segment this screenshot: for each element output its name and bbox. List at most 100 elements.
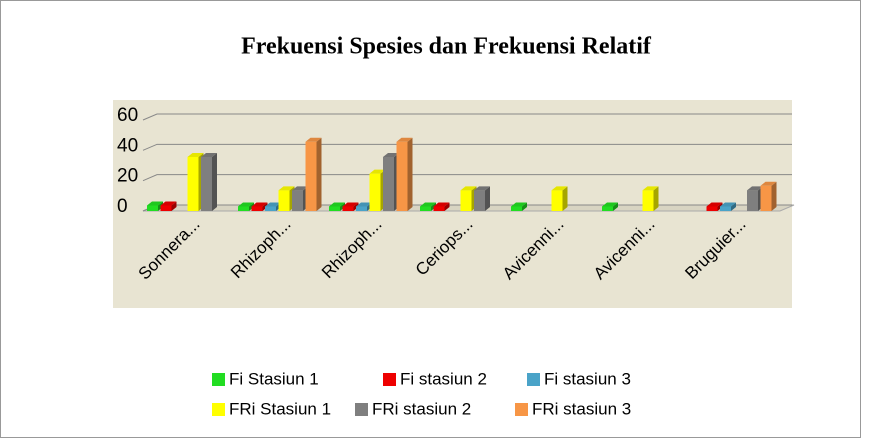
bar-front [706, 206, 718, 211]
bar [720, 202, 736, 211]
bar-top [511, 202, 527, 207]
bar-side [485, 186, 490, 211]
legend-label: FRi Stasiun 1 [229, 399, 331, 418]
y-tick-label: 20 [117, 166, 138, 187]
bar-top [147, 201, 163, 206]
bar-front [201, 156, 212, 211]
bar-top [420, 202, 436, 207]
chart-title: Frekuensi Spesies dan Frekuensi Relatif [241, 34, 652, 60]
bar [160, 201, 177, 211]
bar-top [187, 152, 204, 157]
legend-label: Fi Stasiun 1 [229, 369, 319, 388]
bar-side [212, 152, 217, 211]
bar-top [251, 202, 268, 207]
legend-label: FRi stasiun 3 [532, 399, 631, 418]
bar-side [731, 202, 736, 211]
legend-swatch [383, 373, 396, 386]
bar [433, 202, 450, 211]
bar-top [356, 202, 372, 207]
bar [602, 202, 618, 211]
bar [511, 202, 527, 211]
bar [201, 152, 217, 211]
bar-side [613, 202, 618, 211]
bar-front [187, 156, 199, 211]
bar-top [305, 137, 322, 142]
y-tick-label: 0 [117, 196, 128, 217]
bar-front [602, 206, 613, 211]
bar-top [747, 186, 763, 191]
legend-swatch [212, 373, 225, 386]
y-tick-label: 40 [117, 135, 138, 156]
bar-front [278, 190, 290, 211]
bar-side [171, 201, 177, 211]
bar-side [562, 186, 568, 211]
legend-swatch [212, 403, 225, 416]
bar-top [342, 202, 359, 207]
bar [396, 137, 413, 211]
bar-front [396, 141, 408, 211]
bar-top [433, 202, 450, 207]
bar-side [316, 137, 322, 211]
legend-label: Fi stasiun 2 [400, 369, 487, 388]
bar-front [329, 206, 340, 211]
bar-front [383, 156, 394, 211]
bar-front [642, 190, 654, 211]
bar-front [160, 205, 172, 211]
bar [305, 137, 322, 211]
bar-top [160, 201, 177, 206]
bar-front [551, 190, 563, 211]
bar [474, 186, 490, 211]
bar-front [760, 185, 772, 211]
bar-front [474, 190, 485, 211]
bar-top [292, 186, 308, 191]
bar-top [201, 152, 217, 157]
bar-front [720, 206, 731, 211]
y-tick-label: 60 [117, 105, 138, 126]
bar-top [551, 186, 568, 191]
bar-front [356, 206, 367, 211]
bar-top [720, 202, 736, 207]
bar-front [147, 205, 158, 211]
bar-side [444, 202, 450, 211]
bar-top [278, 186, 295, 191]
bar-front [238, 206, 249, 211]
bar-front [747, 190, 758, 211]
legend-label: Fi stasiun 3 [544, 369, 631, 388]
bar-top [396, 137, 413, 142]
bar-front [433, 206, 445, 211]
bar-side [771, 181, 777, 211]
bar-top [329, 202, 345, 207]
bar-top [369, 169, 386, 174]
bar-side [653, 186, 659, 211]
legend-label: FRi stasiun 2 [372, 399, 471, 418]
bar-top [706, 202, 723, 207]
bar-side [522, 202, 527, 211]
bar-top [642, 186, 659, 191]
bar-top [460, 186, 477, 191]
bar-front [460, 190, 472, 211]
grid-line [142, 174, 792, 182]
bar-front [292, 190, 303, 211]
legend-swatch [355, 403, 368, 416]
bar-top [602, 202, 618, 207]
grid-line [142, 113, 792, 121]
legend-swatch [515, 403, 528, 416]
bar-top [474, 186, 490, 191]
bar-front [369, 173, 381, 211]
bar-front [511, 206, 522, 211]
bar-front [305, 141, 317, 211]
bar-front [251, 206, 263, 211]
bar-front [420, 206, 431, 211]
bar [551, 186, 568, 211]
bar [760, 181, 777, 211]
bar-front [265, 206, 276, 211]
bar-front [342, 206, 354, 211]
bar-side [407, 137, 413, 211]
bar [642, 186, 659, 211]
plot-area [113, 100, 792, 308]
bar-top [760, 181, 777, 186]
grid-line [142, 143, 792, 151]
bar-top [238, 202, 254, 207]
bar-top [383, 152, 399, 157]
